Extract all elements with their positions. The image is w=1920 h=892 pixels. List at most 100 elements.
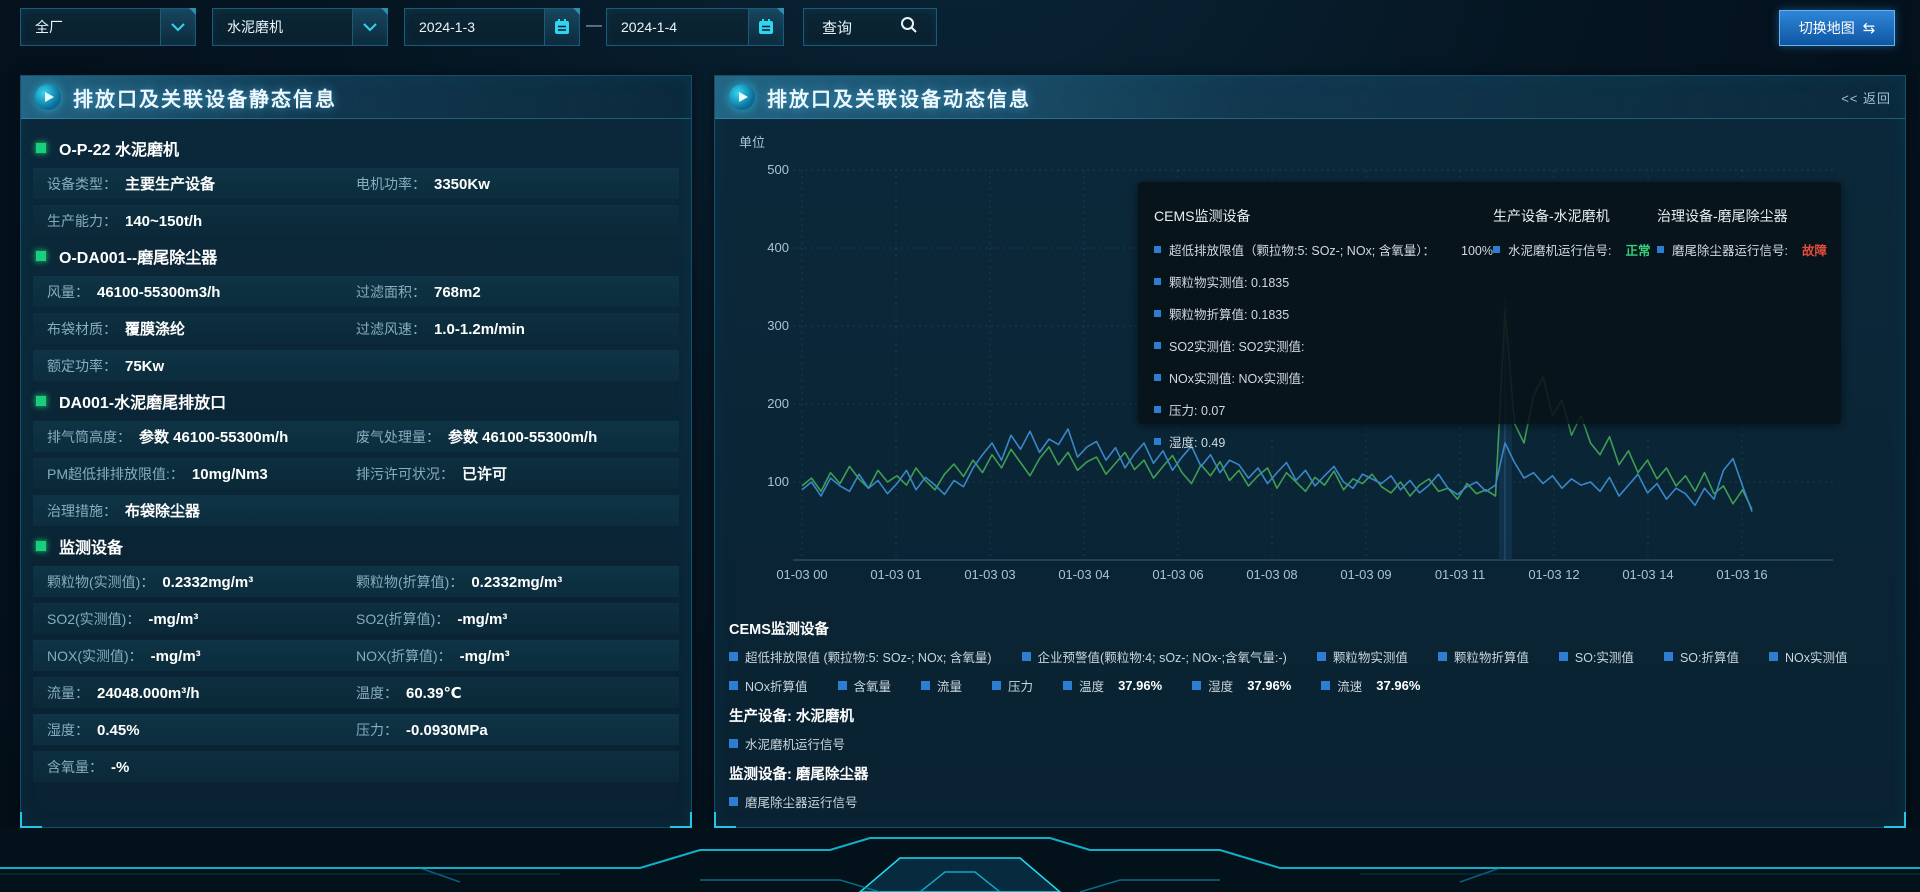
static-info-panel: 排放口及关联设备静态信息 O-P-22 水泥磨机 设备类型： 主要生产设备 电机功率：… [20, 75, 692, 828]
static-panel-title: 排放口及关联设备静态信息 [73, 88, 337, 111]
field-value: 0.2332mg/m³ [162, 573, 254, 591]
field-pair: 风量： 46100-55300m3/h [47, 282, 356, 302]
chevron-down-icon[interactable] [352, 9, 387, 45]
legend-item[interactable]: SO:折算值 [1663, 647, 1739, 666]
tooltip-item: NOx实测值: NOx实测值: [1154, 368, 1493, 387]
y-axis-tick: 300 [767, 318, 789, 333]
calendar-icon[interactable] [748, 9, 783, 45]
legend-item[interactable]: 水泥磨机运行信号 [729, 734, 845, 753]
tooltip-item-text: NOx实测值: NOx实测值: [1169, 372, 1305, 386]
tooltip-item-text: 压力: 0.07 [1169, 404, 1226, 418]
x-axis-tick: 01-03 12 [1528, 567, 1579, 582]
chart-canvas[interactable]: 01-03 00 01-03 01 01-03 03 01-03 04 01-03 06… [723, 127, 1899, 597]
x-axis-tick: 01-03 08 [1246, 567, 1297, 582]
switch-map-button[interactable]: 切换地图 ⇆ [1779, 10, 1895, 46]
legend-item-label: 含氧量 [853, 680, 892, 694]
tooltip-item: 水泥磨机运行信号: 正常 [1492, 240, 1657, 259]
swap-arrows-icon: ⇆ [1862, 20, 1876, 37]
field-value: 覆膜涤纶 [125, 321, 186, 338]
legend-item[interactable]: 磨尾除尘器运行信号 [729, 792, 858, 811]
device-select-value: 水泥磨机 [227, 19, 283, 35]
legend-marker-icon [1321, 681, 1331, 690]
legend-row: 水泥磨机运行信号 [729, 734, 1893, 753]
tooltip-marker-icon [1154, 374, 1161, 381]
field-label: SO2(实测值)： [47, 610, 141, 627]
back-link[interactable]: << 返回 [1841, 90, 1891, 106]
legend-item-label: 超低排放限值 (颗拉物:5: SOz-; NOx; 含氧量) [745, 651, 992, 665]
emission-trend-chart[interactable]: 01-03 00 01-03 01 01-03 03 01-03 04 01-03 06… [723, 127, 1897, 602]
field-value: 10mg/Nm3 [191, 465, 268, 483]
field-label: 排污许可状况： [356, 466, 454, 482]
field-pair: SO2(实测值)： -mg/m³ [47, 609, 356, 629]
info-row: 风量： 46100-55300m3/h 过滤面积： 768m2 [33, 276, 679, 307]
field-label: PM超低排排放限值:： [47, 465, 184, 482]
search-icon [900, 16, 918, 39]
info-row: 治理措施： 布袋除尘器 [33, 495, 679, 526]
legend-marker-icon [729, 681, 738, 690]
query-button-label: 查询 [822, 19, 853, 37]
switch-map-label: 切换地图 [1798, 20, 1855, 36]
legend-item[interactable]: SO:实测值 [1558, 647, 1634, 666]
legend-item-value: 37.96% [1247, 678, 1292, 693]
legend-item[interactable]: 颗粒物实测值 [1316, 647, 1408, 666]
field-value: -mg/m³ [148, 610, 199, 628]
tooltip-item-text: 磨尾除尘器运行信号: [1672, 244, 1788, 258]
legend-item[interactable]: 流速 37.96% [1321, 676, 1420, 695]
legend-item[interactable]: 流量 [921, 676, 962, 695]
field-label: 布袋材质： [47, 321, 117, 337]
legend-item[interactable]: 颗粒物折算值 [1437, 647, 1529, 666]
dynamic-panel-title: 排放口及关联设备动态信息 [767, 88, 1031, 111]
info-row: 排气筒高度： 参数 46100-55300m/h 废气处理量： 参数 46100-55… [33, 421, 679, 452]
legend-item-label: 压力 [1008, 680, 1034, 694]
field-label: 风量： [47, 283, 89, 300]
legend-item[interactable]: 超低排放限值 (颗拉物:5: SOz-; NOx; 含氧量) [729, 647, 992, 666]
legend-item-label: 颗粒物折算值 [1453, 651, 1529, 665]
section-title: O-P-22 水泥磨机 [35, 134, 677, 162]
legend-item[interactable]: 含氧量 [837, 676, 892, 695]
legend-item[interactable]: 湿度 37.96% [1192, 676, 1291, 695]
section-title-text: 监测设备 [59, 540, 124, 557]
field-pair: 过滤面积： 768m2 [356, 282, 665, 302]
legend-marker-icon [992, 681, 1002, 690]
date-end-input[interactable]: 2024-1-4 [606, 8, 784, 46]
legend-item-label: 温度 [1079, 680, 1105, 694]
field-value: 参数 46100-55300m/h [139, 429, 289, 446]
field-label: 生产能力： [47, 212, 117, 229]
legend-item-label: 流速 [1337, 680, 1363, 694]
legend-marker-icon [1768, 652, 1778, 661]
field-label: NOX(折算值)： [356, 647, 452, 664]
field-label: 治理措施： [47, 503, 117, 519]
field-label: 湿度： [47, 721, 89, 738]
field-pair: NOX(折算值)： -mg/m³ [356, 646, 665, 666]
legend-row: 超低排放限值 (颗拉物:5: SOz-; NOx; 含氧量) 企业预警值(颗粒物:… [729, 647, 1893, 666]
legend-marker-icon [729, 739, 738, 748]
field-pair: 生产能力： 140~150t/h [47, 211, 356, 231]
legend-item[interactable]: 压力 [992, 676, 1033, 695]
corner-notch [573, 8, 580, 15]
legend-item[interactable]: 温度 37.96% [1063, 676, 1162, 695]
field-value: 1.0-1.2m/min [434, 320, 525, 338]
legend-item-label: SO:折算值 [1679, 651, 1739, 665]
legend-item[interactable]: 企业预警值(颗粒物:4; sOz-; NOx-;含氧气量:-) [1021, 647, 1287, 666]
field-label: 颗粒物(折算值)： [356, 573, 464, 590]
tooltip-marker-icon [1154, 342, 1161, 349]
field-value: -mg/m³ [457, 610, 508, 628]
legend-item[interactable]: NOx折算值 [729, 676, 808, 695]
device-select[interactable]: 水泥磨机 [212, 8, 388, 46]
field-pair: 电机功率： 3350Kw [356, 174, 665, 194]
field-label: 过滤面积： [356, 283, 426, 300]
field-pair: 颗粒物(实测值)： 0.2332mg/m³ [47, 572, 356, 592]
calendar-icon[interactable] [544, 9, 579, 45]
query-button[interactable]: 查询 [803, 8, 937, 46]
field-pair: PM超低排排放限值:： 10mg/Nm3 [47, 464, 356, 484]
date-start-input[interactable]: 2024-1-3 [404, 8, 580, 46]
legend-item[interactable]: NOx实测值 [1768, 647, 1848, 666]
field-value: 参数 46100-55300m/h [448, 429, 598, 446]
plant-select[interactable]: 全厂 [20, 8, 196, 46]
chart-tooltip: CEMS监测设备 超低排放限值（颗拉物:5: SOz-; NOx; 含氧量）： 1… [1138, 182, 1841, 450]
chevron-down-icon[interactable] [160, 9, 195, 45]
field-label: SO2(折算值)： [356, 610, 450, 627]
field-value: 140~150t/h [125, 212, 203, 230]
play-icon [729, 84, 755, 110]
field-value: 60.39℃ [406, 684, 462, 702]
